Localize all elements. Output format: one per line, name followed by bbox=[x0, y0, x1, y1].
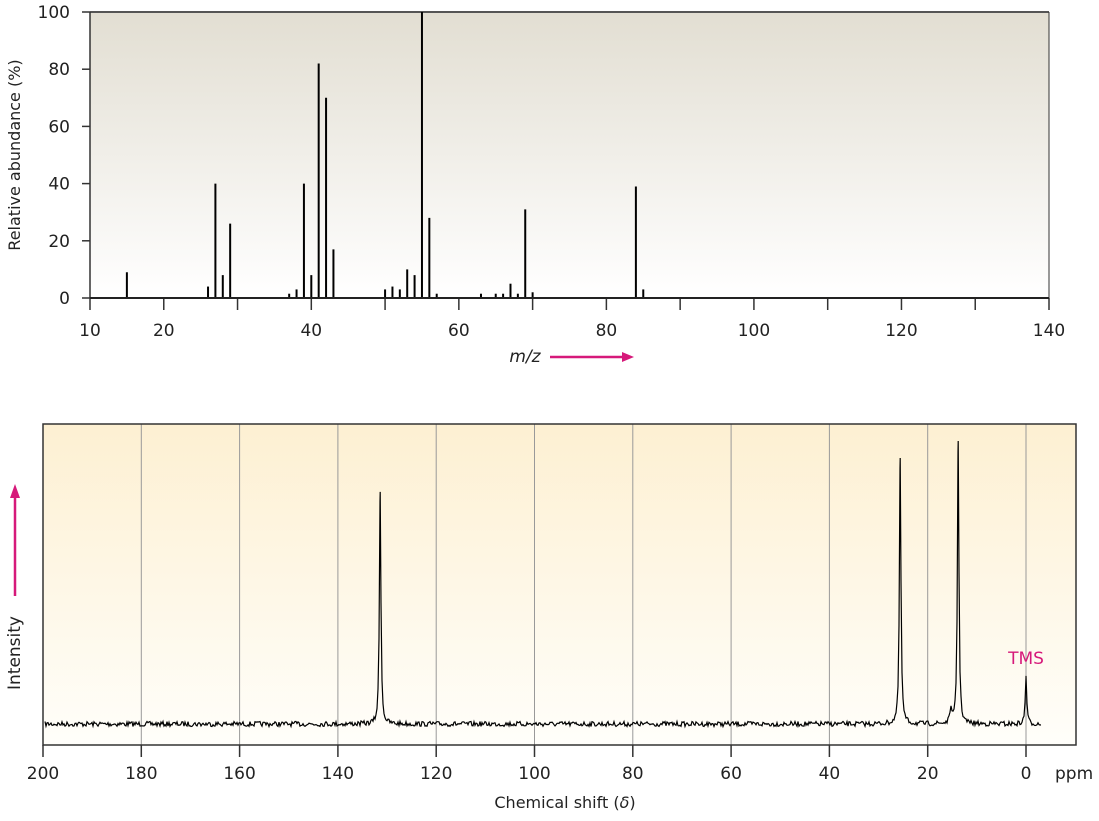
mass-spectrum: 0 20 40 60 80 100 10 20 40 60 80 100 120 140 m/z Rela… bbox=[5, 3, 1065, 367]
nmr-x-tick-label: 60 bbox=[720, 764, 742, 784]
tms-label: TMS bbox=[1007, 649, 1044, 669]
nmr-x-tick-label: 160 bbox=[223, 764, 255, 784]
ms-x-tick-label: 40 bbox=[300, 321, 322, 341]
nmr-plot-area bbox=[43, 424, 1076, 745]
ms-y-tick-label: 40 bbox=[48, 175, 70, 195]
ms-x-label: m/z bbox=[509, 347, 541, 367]
ms-x-tick-label: 140 bbox=[1033, 321, 1065, 341]
nmr-x-tick-label: 140 bbox=[322, 764, 354, 784]
ms-y-tick-label: 0 bbox=[59, 289, 70, 309]
ms-x-arrow bbox=[550, 352, 634, 362]
nmr-x-tick-label: 20 bbox=[917, 764, 939, 784]
nmr-x-label: Chemical shift (δ) bbox=[494, 793, 635, 812]
nmr-x-tick-label: 40 bbox=[819, 764, 841, 784]
nmr-y-label: Intensity bbox=[5, 616, 25, 690]
ms-x-tick-label: 120 bbox=[885, 321, 917, 341]
ms-plot-area bbox=[90, 12, 1049, 298]
nmr-y-arrow bbox=[10, 484, 20, 596]
ms-y-label: Relative abundance (%) bbox=[5, 59, 24, 250]
nmr-x-tick-label: 200 bbox=[27, 764, 59, 784]
nmr-x-tick-label: 180 bbox=[125, 764, 157, 784]
nmr-frame bbox=[42, 423, 1077, 746]
ms-x-tick-label: 100 bbox=[738, 321, 770, 341]
nmr-x-tick-label: 0 bbox=[1021, 764, 1032, 784]
ms-x-tick-label: 20 bbox=[153, 321, 175, 341]
ms-y-tick-label: 60 bbox=[48, 117, 70, 137]
nmr-x-tick-label: 120 bbox=[420, 764, 452, 784]
ms-x-tick-label: 60 bbox=[448, 321, 470, 341]
ms-y-tick-label: 100 bbox=[38, 3, 70, 23]
nmr-unit-label: ppm bbox=[1055, 764, 1093, 784]
nmr-x-tick-label: 100 bbox=[518, 764, 550, 784]
ms-x-tick-label: 10 bbox=[79, 321, 101, 341]
ms-y-tick-label: 20 bbox=[48, 232, 70, 252]
nmr-spectrum-trace bbox=[44, 440, 1042, 729]
ms-x-tick-label: 80 bbox=[596, 321, 618, 341]
ms-y-tick-label: 80 bbox=[48, 60, 70, 80]
nmr-x-tick-label: 80 bbox=[622, 764, 644, 784]
